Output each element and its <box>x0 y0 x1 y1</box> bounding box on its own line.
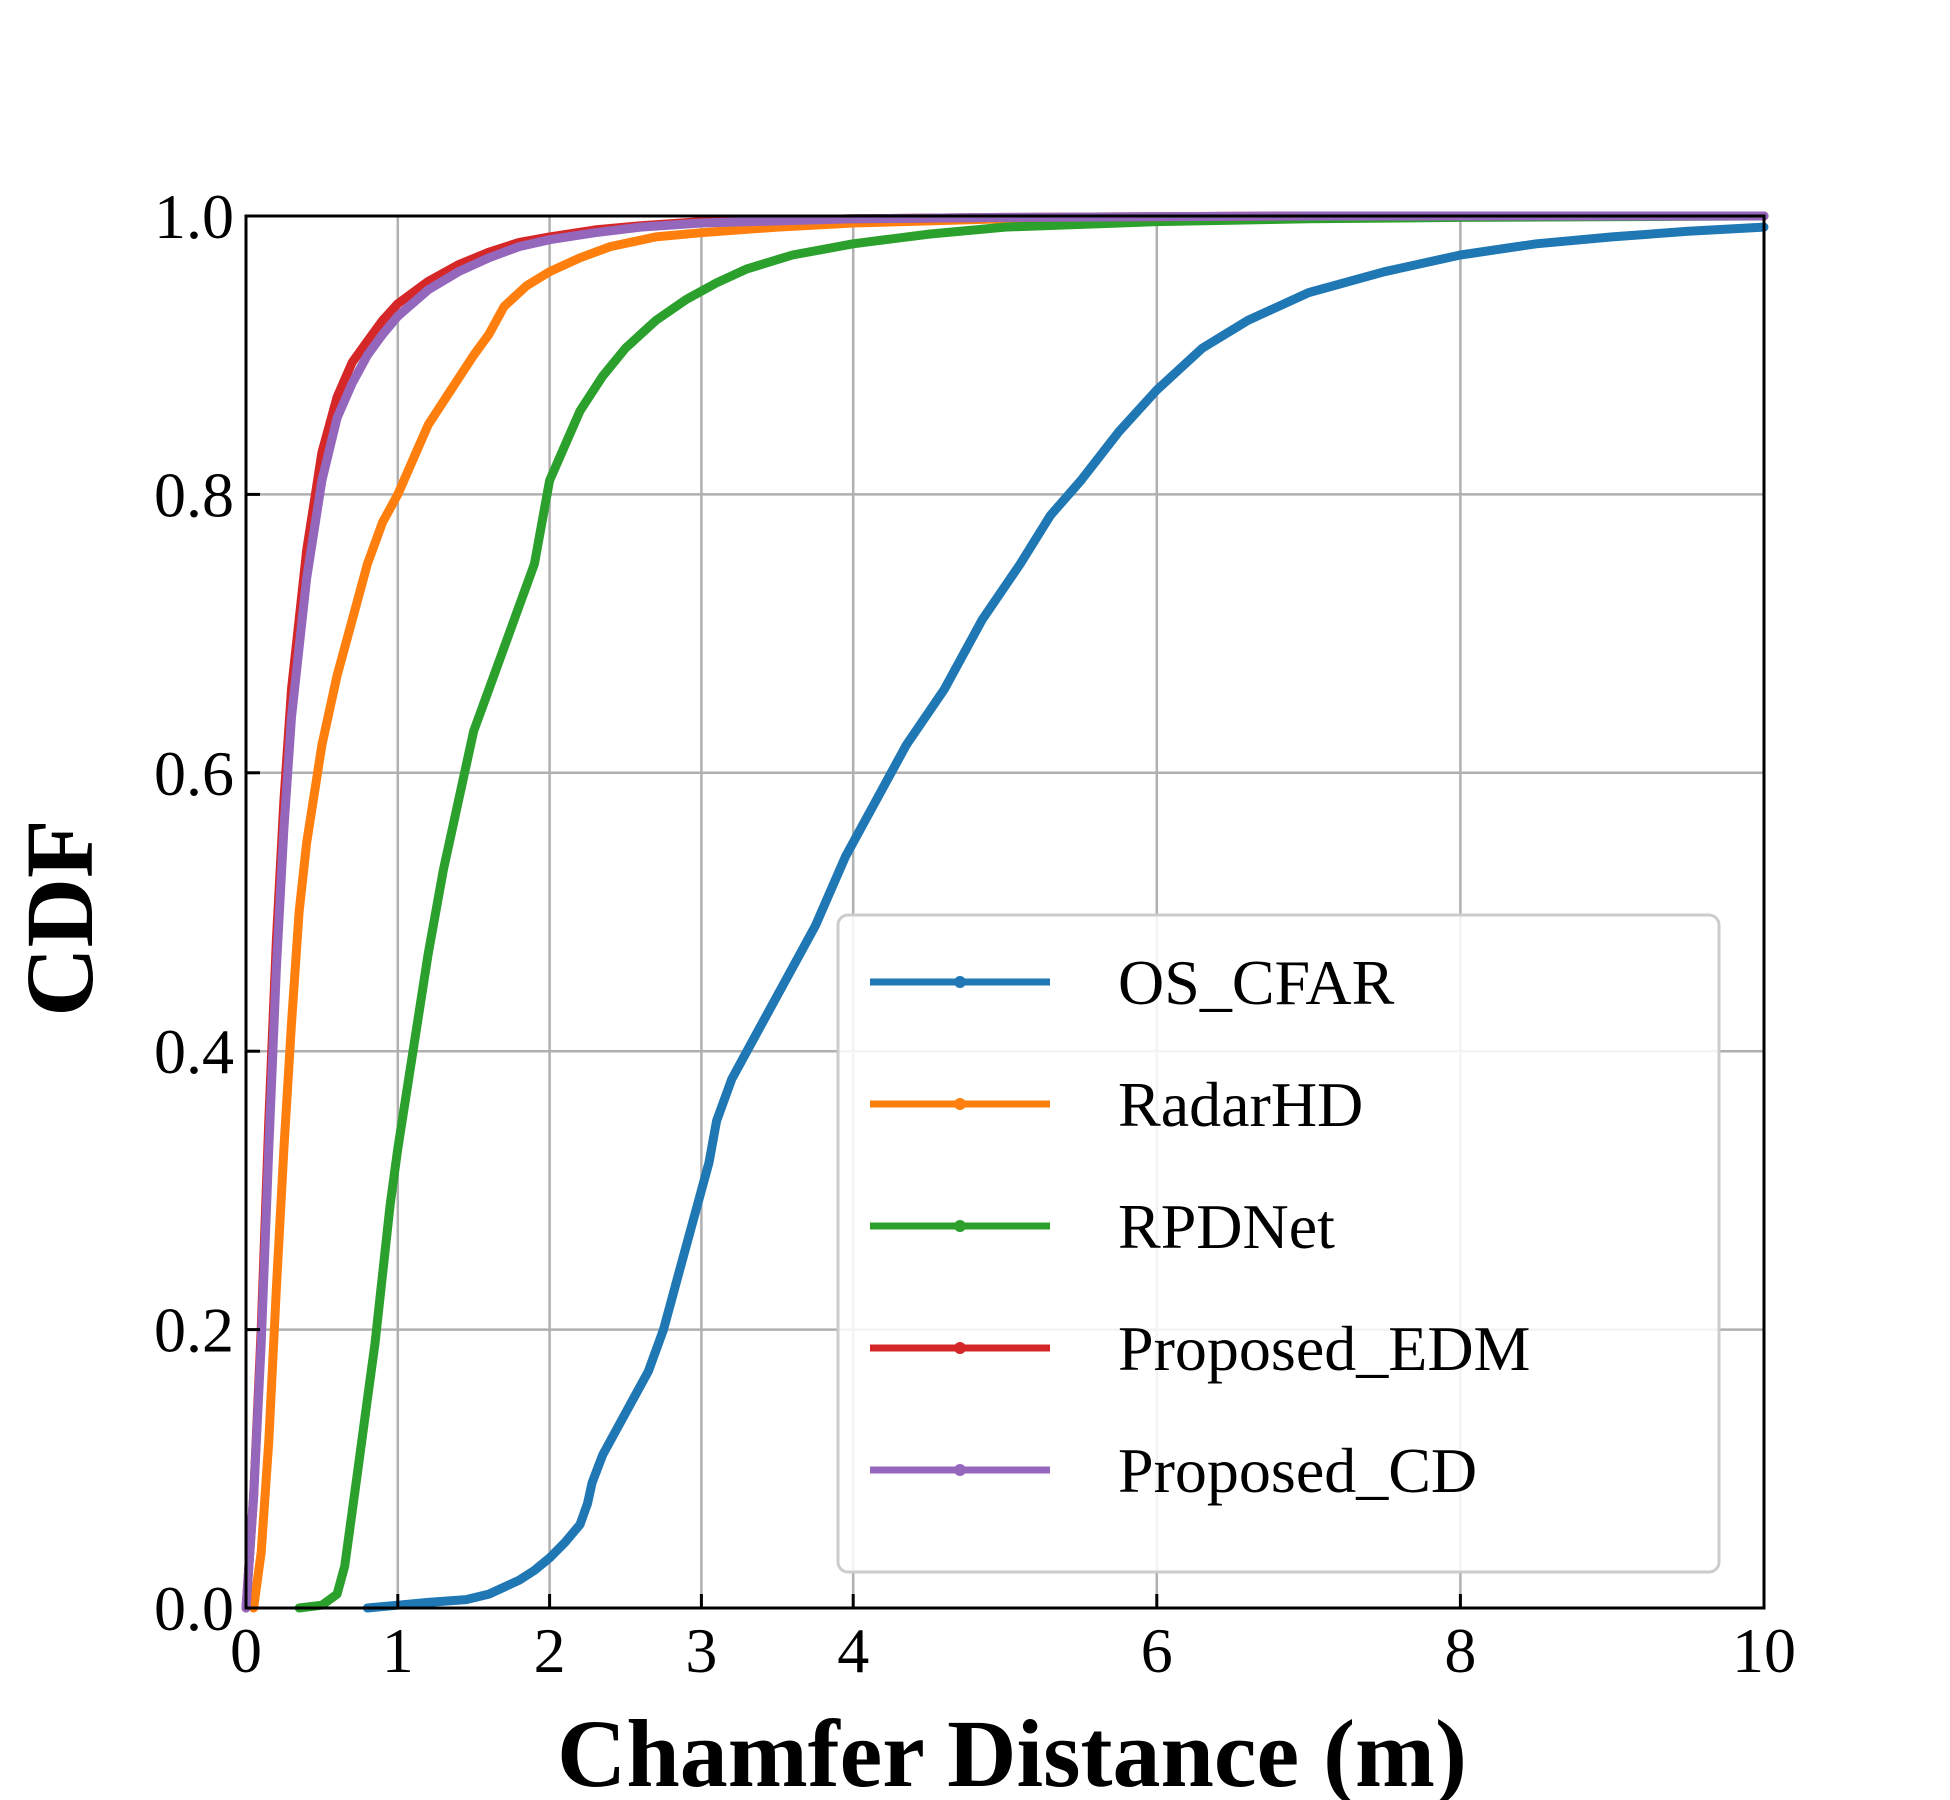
plot-frame <box>244 214 1766 1610</box>
axis-titles: Chamfer Distance (m) CDF <box>6 819 1467 1800</box>
y-tick-label: 0.0 <box>154 1573 234 1644</box>
y-tick-label: 0.8 <box>154 459 234 530</box>
legend-label: Proposed_EDM <box>1118 1313 1530 1384</box>
legend-label: Proposed_CD <box>1118 1435 1477 1506</box>
y-tick-label: 1.0 <box>154 181 234 252</box>
x-tick-label: 8 <box>1444 1615 1476 1686</box>
y-tick-label: 0.6 <box>154 738 234 809</box>
series-line-radarhd <box>249 211 1769 1613</box>
x-tick-label: 2 <box>534 1615 566 1686</box>
y-tick-label: 0.4 <box>154 1016 234 1087</box>
x-tick-label: 10 <box>1732 1615 1796 1686</box>
legend-marker <box>954 1464 966 1476</box>
legend-marker <box>954 1342 966 1354</box>
series-line-os-cfar <box>362 222 1769 1613</box>
legend-box <box>836 913 1721 1574</box>
x-tick-label: 1 <box>382 1615 414 1686</box>
ticks: 0 1 2 3 4 6 8 10 0.0 0.2 0.4 0.6 0.8 1.0 <box>154 181 1796 1686</box>
legend-marker <box>954 976 966 988</box>
x-axis-title: Chamfer Distance (m) <box>557 1700 1467 1800</box>
legend-marker <box>954 1220 966 1232</box>
legend-label: OS_CFAR <box>1118 947 1395 1018</box>
axes-frame <box>244 214 1766 1610</box>
grid <box>246 216 1764 1608</box>
x-tick-label: 4 <box>837 1615 869 1686</box>
legend-marker <box>954 1098 966 1110</box>
legend: OS_CFAR RadarHD RPDNet Proposed_EDM Proposed… <box>836 913 1721 1574</box>
series-line-proposed-cd <box>241 211 1769 1613</box>
y-tick-label: 0.2 <box>154 1295 234 1366</box>
x-tick-label: 3 <box>685 1615 717 1686</box>
series-line-rpdnet <box>294 211 1769 1613</box>
x-tick-label: 0 <box>230 1615 262 1686</box>
y-axis-title: CDF <box>6 819 113 1016</box>
legend-label: RPDNet <box>1118 1191 1335 1262</box>
x-tick-label: 6 <box>1141 1615 1173 1686</box>
series-lines <box>241 211 1769 1613</box>
legend-label: RadarHD <box>1118 1069 1363 1140</box>
